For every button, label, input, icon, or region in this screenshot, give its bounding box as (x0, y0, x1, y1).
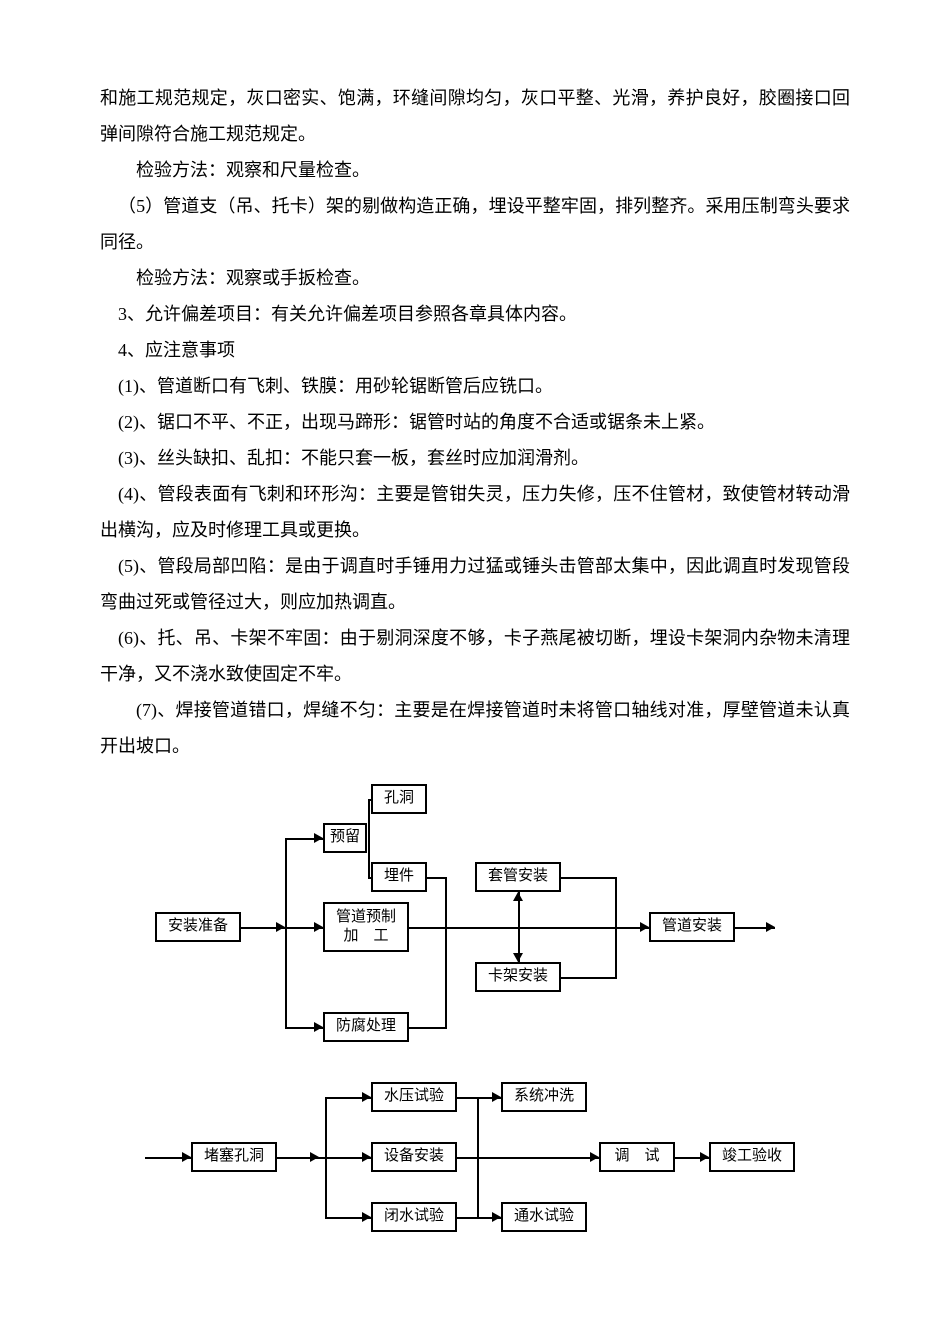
fc1-n_install: 管道安装 (649, 912, 735, 942)
paragraph: (5)、管段局部凹陷：是由于调直时手锤用力过猛或锤头击管部太集中，因此调直时发现… (100, 548, 850, 620)
paragraph: 3、允许偏差项目：有关允许偏差项目参照各章具体内容。 (100, 296, 850, 332)
fc1-n_anticorr: 防腐处理 (323, 1012, 409, 1042)
paragraph: (3)、丝头缺扣、乱扣：不能只套一板，套丝时应加润滑剂。 (100, 440, 850, 476)
fc2-n_debug: 调 试 (599, 1142, 675, 1172)
paragraph: (4)、管段表面有飞刺和环形沟：主要是管钳失灵，压力失修，压不住管材，致使管材转… (100, 476, 850, 548)
fc2-n_accept: 竣工验收 (709, 1142, 795, 1172)
fc1-n_hole: 孔洞 (371, 784, 427, 814)
fc1-n_prep: 安装准备 (155, 912, 241, 942)
paragraph: (1)、管道断口有飞刺、铁膜：用砂轮锯断管后应铣口。 (100, 368, 850, 404)
fc2-n_equip: 设备安装 (371, 1142, 457, 1172)
paragraph: （5）管道支（吊、托卡）架的剔做构造正确，埋设平整牢固，排列整齐。采用压制弯头要… (100, 188, 850, 260)
fc1-n_embed: 埋件 (371, 862, 427, 892)
fc2-n_plug: 堵塞孔洞 (191, 1142, 277, 1172)
flowchart-testing: 水压试验 系统冲洗堵塞孔洞 设备安装 调 试 竣工验收闭水试验 通水试验 (145, 1082, 805, 1242)
fc2-n_flush: 系统冲洗 (501, 1082, 587, 1112)
paragraph: 和施工规范规定，灰口密实、饱满，环缝间隙均匀，灰口平整、光滑，养护良好，胶圈接口… (100, 80, 850, 152)
paragraph: (2)、锯口不平、不正，出现马蹄形：锯管时站的角度不合适或锯条未上紧。 (100, 404, 850, 440)
fc1-n_bracket: 卡架安装 (475, 962, 561, 992)
paragraph: (6)、托、吊、卡架不牢固：由于剔洞深度不够，卡子燕尾被切断，埋设卡架洞内杂物未… (100, 620, 850, 692)
fc2-n_flow: 通水试验 (501, 1202, 587, 1232)
fc1-n_reserve: 预留 (323, 823, 367, 853)
paragraph: 4、应注意事项 (100, 332, 850, 368)
flowchart-installation: 孔洞预留埋件 套管安装安装准备 管道预制 加 工 管道安装卡架安装防腐处理 (155, 784, 795, 1052)
fc1-n_prefab: 管道预制 加 工 (323, 902, 409, 952)
fc2-n_hydro: 水压试验 (371, 1082, 457, 1112)
paragraph: (7)、焊接管道错口，焊缝不匀：主要是在焊接管道时未将管口轴线对准，厚壁管道未认… (100, 692, 850, 764)
fc2-n_closed: 闭水试验 (371, 1202, 457, 1232)
fc1-n_sleeve: 套管安装 (475, 862, 561, 892)
paragraph: 检验方法：观察和尺量检查。 (100, 152, 850, 188)
paragraph: 检验方法：观察或手扳检查。 (100, 260, 850, 296)
